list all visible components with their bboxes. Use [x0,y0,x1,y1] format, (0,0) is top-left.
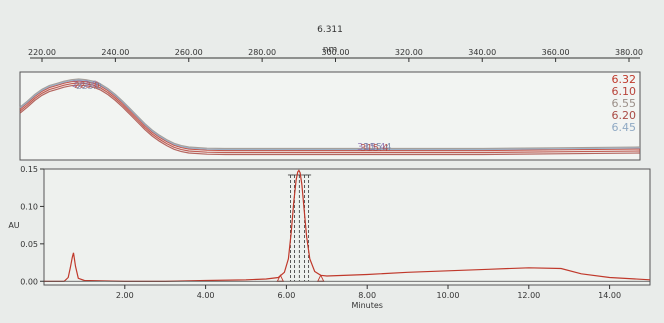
spectrum-legend-label: 6.45 [612,121,637,134]
spectrum-tick-label: 300.00 [322,48,350,57]
spectrum-peak-label: 223.0 [72,80,98,90]
chromatogram-x-tick-label: 6.00 [277,291,295,300]
chromatogram-frame [43,168,651,286]
spectrum-baseline-label: 315.4 [357,142,386,153]
spectrum-line [19,82,641,154]
chromatogram-x-tick-label: 12.00 [517,291,540,300]
spectrum-tick-label: 220.00 [28,48,56,57]
chromatogram-x-tick-label: 8.00 [358,291,376,300]
spectrum-line [19,79,641,151]
chromatogram-y-tick-label: 0.15 [20,165,38,174]
spectrum-tick-label: 380.00 [615,48,643,57]
spectrum-legend-label: 6.10 [612,85,637,98]
spectrum-line [19,80,641,152]
spectrum-legend-label: 6.55 [612,97,637,110]
spectrum-curves [19,78,641,156]
spectrum-ticks: 220.00 240.00 260.00 280.00 300.00 320.00 340.… [28,48,643,62]
chromatogram-y-tick-label: 0.10 [20,202,38,211]
spectrum-peak-label: 223.0 [76,82,102,92]
spectrum-baseline-label: 315.4 [363,142,392,153]
spectrum-x-axis-label: nm [323,45,337,55]
spectrum-panel: 220.00 240.00 260.00 280.00 300.00 320.00 340.… [19,25,643,161]
spectrum-tick-label: 360.00 [542,48,570,57]
chromatogram-ticks: 2.00 4.00 6.00 8.00 10.00 12.00 14.00 0.00 0.05 0… [20,165,621,300]
spectrum-line [19,84,641,156]
chromatogram-x-tick-label: 14.00 [598,291,621,300]
chromatogram-panel: 2.00 4.00 6.00 8.00 10.00 12.00 14.00 0.00 0.05 0… [8,165,651,310]
chromatogram-x-axis-label: Minutes [351,301,383,310]
spectrum-peak-label: 223.0 [74,81,100,91]
chromatogram-x-tick-label: 4.00 [197,291,215,300]
spectrum-tick-label: 280.00 [248,48,276,57]
spectrum-legend-label: 6.20 [612,109,637,122]
spectrum-line [19,78,641,150]
spectrum-frame [19,71,641,161]
spectrum-tick-label: 260.00 [175,48,203,57]
chromatogram-y-axis-label: AU [8,221,19,230]
chromatogram-x-tick-label: 10.00 [437,291,460,300]
chromatogram-y-tick-label: 0.05 [20,240,38,249]
chromatogram-y-tick-label: 0.00 [20,277,38,286]
spectrum-tick-label: 240.00 [101,48,129,57]
spectrum-legend-label: 6.32 [612,73,637,86]
spectrum-baseline-label: 315.4 [360,143,389,154]
spectrum-tick-label: 320.00 [395,48,423,57]
spectrum-legend: 6.326.106.556.206.45 [612,73,637,134]
spectrum-tick-label: 340.00 [468,48,496,57]
chromatogram-trace-group [44,169,651,282]
spectrum-title: 6.311 [317,25,343,35]
chromatogram-trace [44,169,651,282]
chromatogram-x-tick-label: 2.00 [116,291,134,300]
